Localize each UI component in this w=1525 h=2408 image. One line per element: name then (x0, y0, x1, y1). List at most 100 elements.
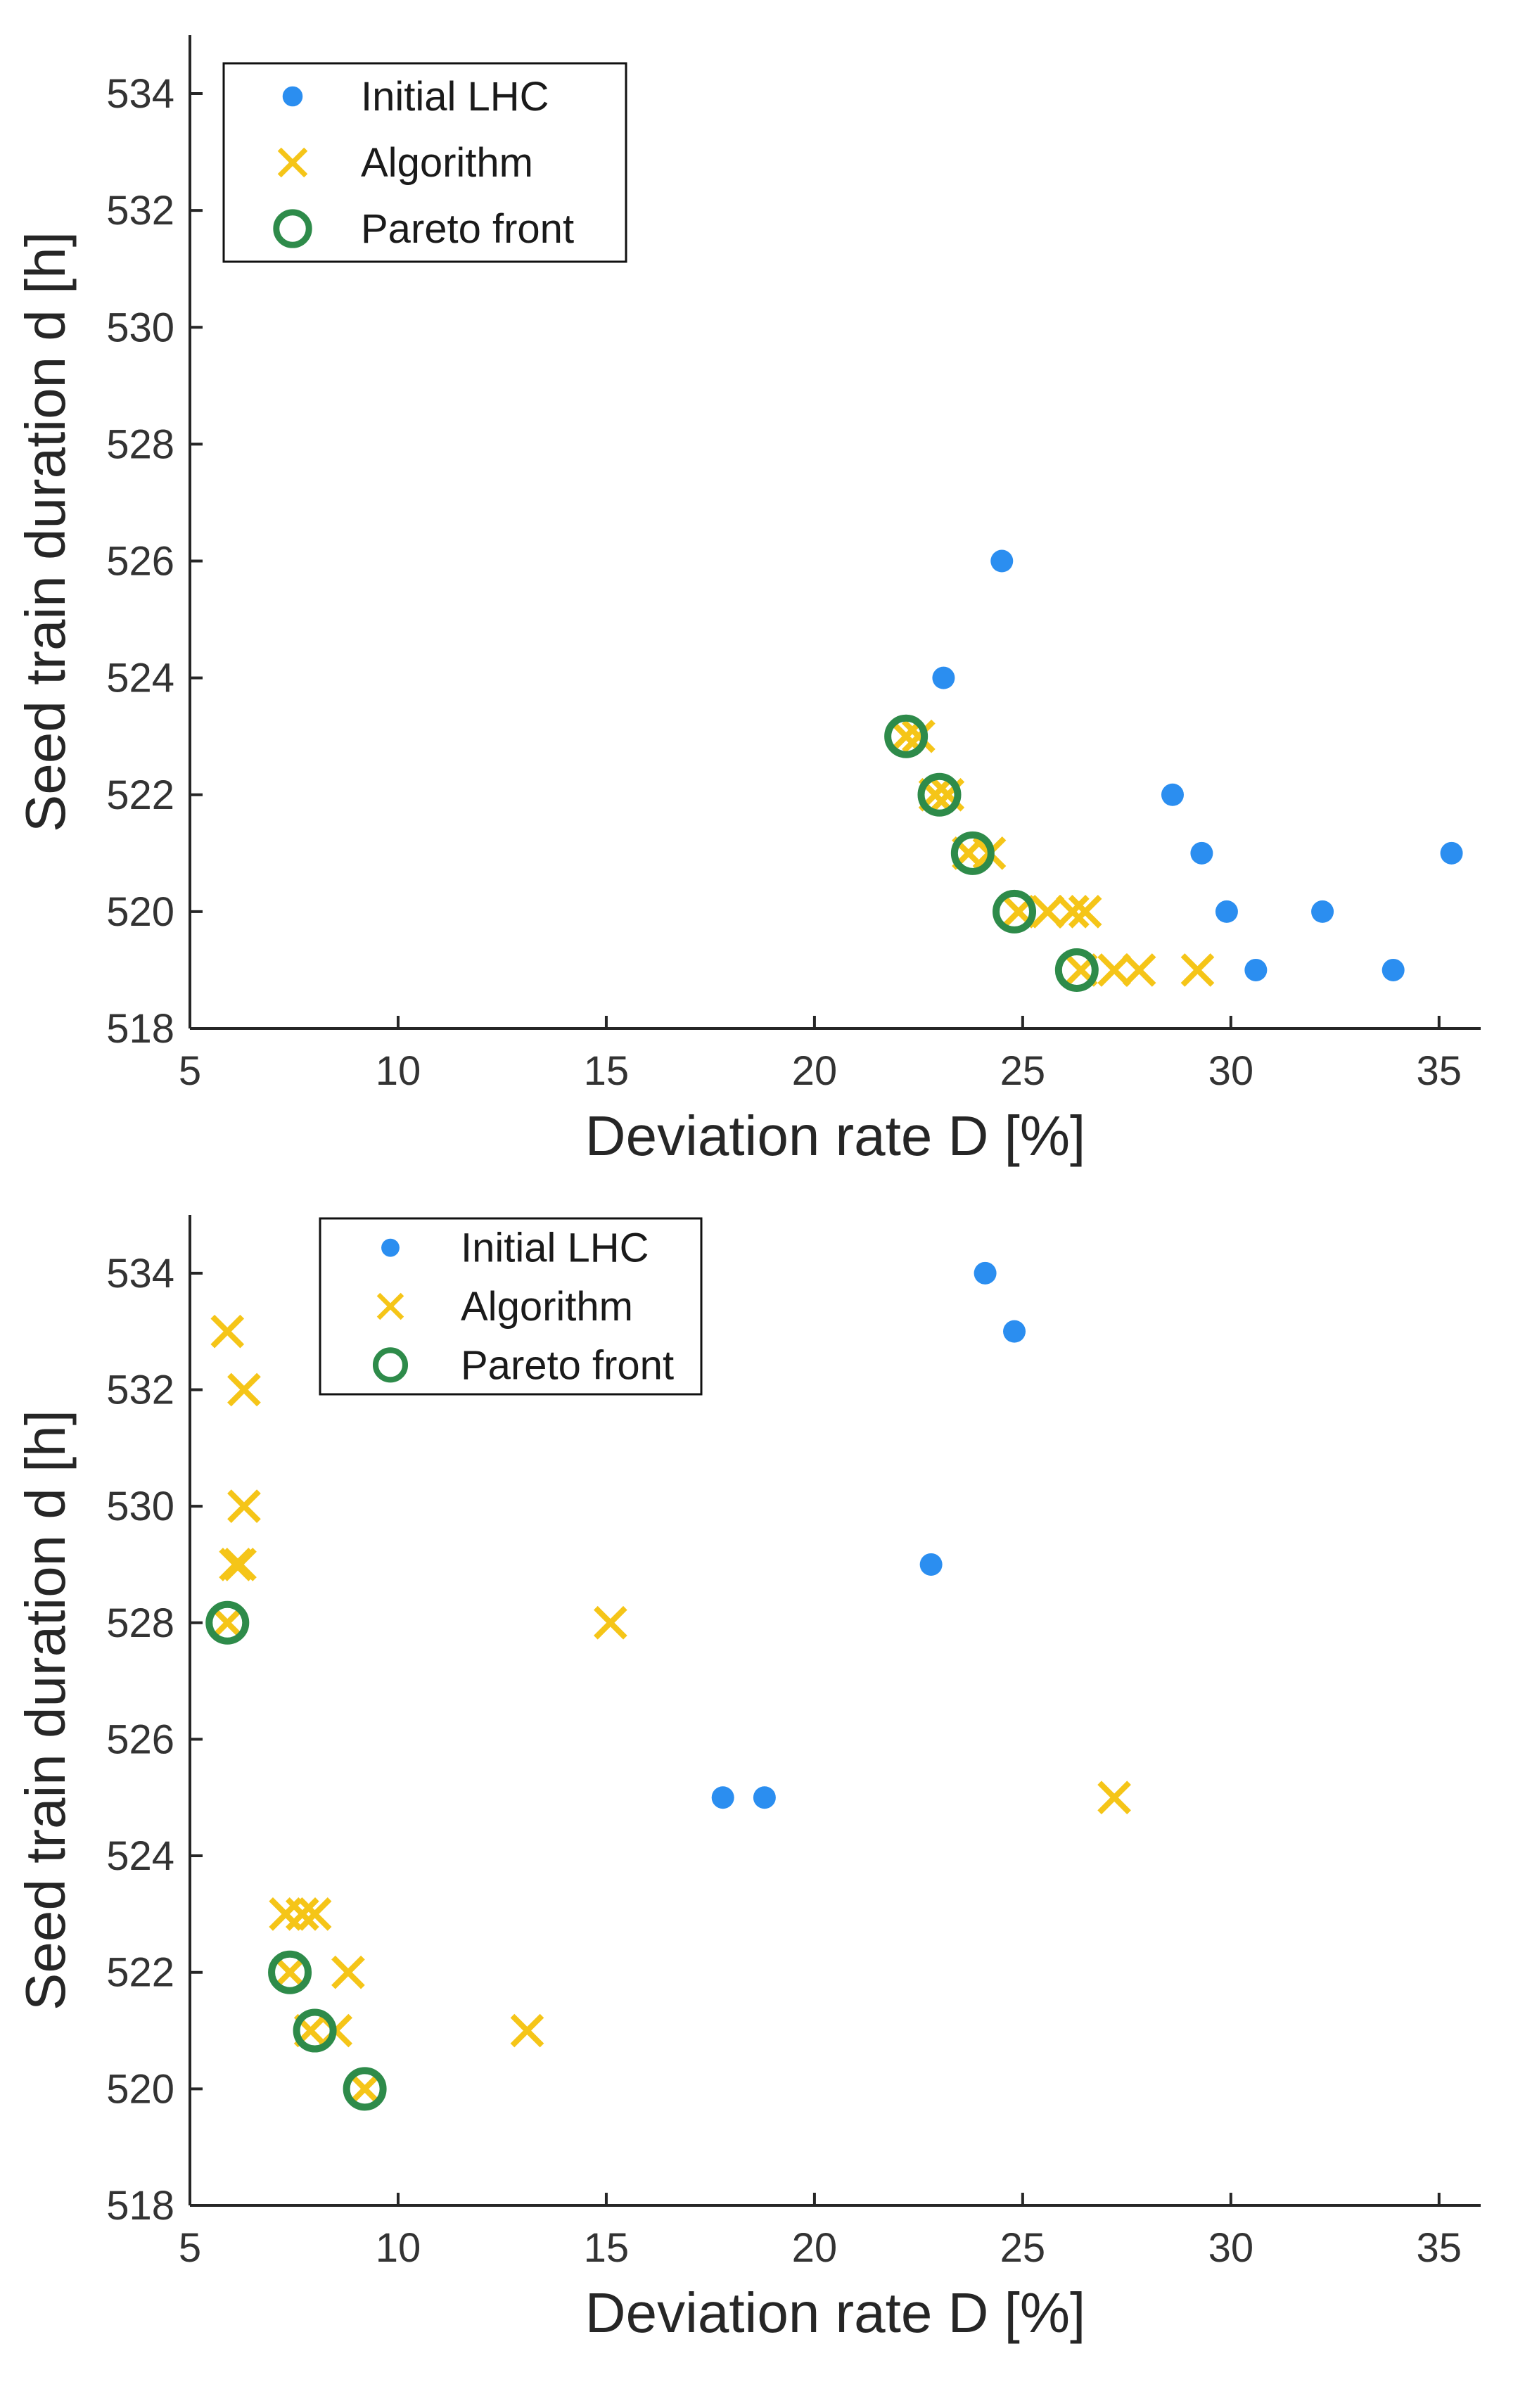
algorithm-point (1031, 895, 1065, 929)
algorithm-point (227, 1489, 261, 1523)
y-tick-label: 528 (106, 421, 174, 467)
algorithm-point-stroke-b (1122, 953, 1156, 987)
algorithm-point-stroke-b (331, 1955, 365, 1989)
legend-x-icon-stroke-b (277, 147, 308, 178)
y-tick-label: 522 (106, 1950, 174, 1996)
pareto-front-point (950, 831, 995, 875)
initial-lhc-point (1311, 900, 1334, 923)
algorithm-point-stroke-b (1068, 895, 1102, 929)
y-tick-label: 534 (106, 1251, 174, 1297)
algorithm-point-stroke-b (1097, 1780, 1131, 1815)
algorithm-point-stroke-b (510, 2013, 544, 2048)
y-tick-label: 524 (106, 656, 174, 701)
bottom-scatter-plot: 5 10 15 20 25 30 35 518 520 522 524 526 528 530 532 534… (14, 1215, 1481, 2344)
algorithm-point (1180, 953, 1215, 987)
algorithm-point-stroke-b (227, 1489, 261, 1523)
top-scatter-plot: 5 10 15 20 25 30 35 518 520 522 524 526 528 530 532 534… (14, 35, 1481, 1167)
series-pareto-front (884, 714, 1099, 992)
x-tick-label: 15 (584, 1048, 630, 1094)
x-axis-label: Deviation rate D [%] (585, 2281, 1085, 2344)
algorithm-point (510, 2013, 544, 2048)
initial-lhc-point (1440, 841, 1463, 865)
legend-label: Initial LHC (461, 1225, 649, 1271)
algorithm-point (889, 719, 923, 753)
legend-x-icon-stroke-b (376, 1292, 404, 1320)
legend-circle-icon (273, 209, 312, 248)
legend: Initial LHC Algorithm Pareto front (222, 62, 627, 263)
legend-label: Initial LHC (361, 74, 549, 120)
y-tick-label: 532 (106, 1367, 174, 1413)
legend-dot-icon (282, 86, 303, 107)
x-tick-label: 20 (792, 2225, 838, 2271)
algorithm-point-stroke-b (594, 1605, 627, 1640)
algorithm-point (219, 1548, 253, 1581)
algorithm-point (285, 1897, 319, 1931)
pareto-front-point (343, 2067, 387, 2111)
y-tick-label: 534 (106, 71, 174, 117)
algorithm-point-stroke-b (889, 719, 923, 753)
legend-label: Algorithm (361, 140, 533, 186)
y-tick-label: 532 (106, 188, 174, 234)
x-tick-label: 20 (792, 1048, 838, 1094)
initial-lhc-point (1244, 958, 1268, 981)
initial-lhc-point (753, 1786, 776, 1809)
algorithm-point-stroke-b (210, 1314, 245, 1349)
algorithm-point-stroke-b (285, 1897, 319, 1931)
series-initial-lhc (711, 1261, 1026, 1809)
algorithm-point (223, 1548, 257, 1581)
y-tick-label: 520 (106, 2066, 174, 2112)
algorithm-point (273, 1955, 307, 1989)
series-initial-lhc (932, 549, 1463, 981)
initial-lhc-point (1003, 1320, 1026, 1343)
x-tick-label: 5 (179, 1048, 201, 1094)
algorithm-point-stroke-b (227, 1372, 261, 1407)
series-algorithm (210, 1314, 1131, 2106)
pareto-front-point (205, 1600, 250, 1645)
x-tick-label: 35 (1417, 2225, 1462, 2271)
algorithm-point (1122, 953, 1156, 987)
x-tick-label: 30 (1208, 2225, 1254, 2271)
legend-label: Pareto front (361, 206, 574, 252)
algorithm-point (1097, 953, 1131, 987)
initial-lhc-point (990, 549, 1014, 573)
x-tick-label: 25 (1000, 1048, 1046, 1094)
algorithm-point-stroke-b (1180, 953, 1215, 987)
pareto-front-point (268, 1950, 312, 1994)
algorithm-point-stroke-b (210, 1605, 245, 1640)
algorithm-point-stroke-b (298, 1897, 332, 1931)
algorithm-point (298, 1897, 332, 1931)
algorithm-point-stroke-b (273, 1955, 307, 1989)
initial-lhc-point (974, 1261, 997, 1285)
algorithm-point-stroke-b (1056, 895, 1090, 929)
algorithm-point (331, 1955, 365, 1989)
algorithm-point (1097, 1780, 1131, 1815)
pareto-front-point (1054, 948, 1099, 992)
x-tick-label: 10 (376, 2225, 421, 2271)
algorithm-point-stroke-b (347, 2072, 382, 2106)
initial-lhc-point (1190, 841, 1213, 865)
algorithm-point (210, 1314, 245, 1349)
x-tick-label: 15 (584, 2225, 630, 2271)
y-tick-label: 524 (106, 1833, 174, 1879)
pareto-front-point (917, 772, 962, 817)
y-axis-label: Seed train duration d [h] (14, 231, 77, 832)
y-tick-label: 530 (106, 305, 174, 350)
pareto-front-point (884, 714, 929, 758)
x-tick-label: 5 (179, 2225, 201, 2271)
algorithm-point-stroke-b (223, 1548, 257, 1581)
algorithm-point (210, 1605, 245, 1640)
algorithm-point (227, 1372, 261, 1407)
initial-lhc-point (932, 666, 955, 689)
series-pareto-front (205, 1600, 387, 2111)
algorithm-point (1056, 895, 1090, 929)
x-tick-label: 35 (1417, 1048, 1462, 1094)
initial-lhc-point (1382, 958, 1405, 981)
initial-lhc-point (711, 1786, 734, 1809)
y-tick-label: 518 (106, 1006, 174, 1052)
initial-lhc-point (919, 1553, 943, 1576)
algorithm-point (594, 1605, 627, 1640)
algorithm-point-stroke-b (219, 1548, 253, 1581)
x-tick-label: 10 (376, 1048, 421, 1094)
